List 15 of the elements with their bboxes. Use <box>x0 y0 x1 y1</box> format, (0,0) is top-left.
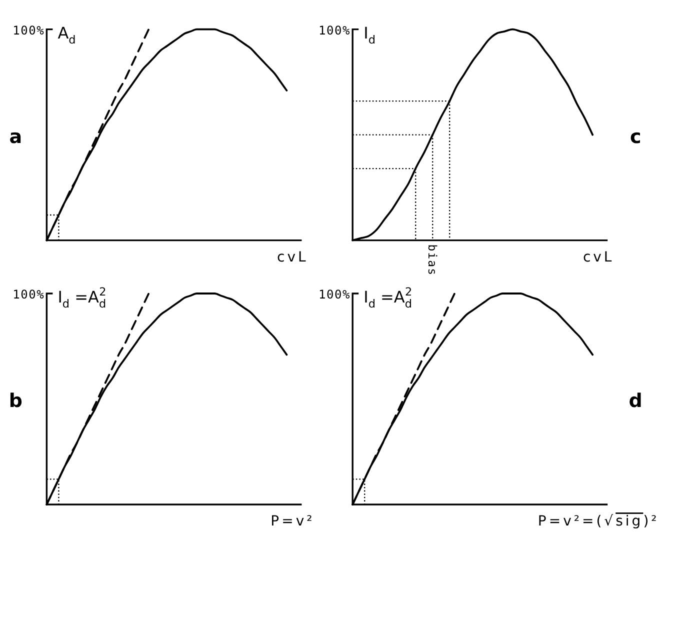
ref-line-label: bias <box>426 244 440 276</box>
text: 100% <box>12 23 45 38</box>
x-axis-title: cvL <box>277 249 308 266</box>
text: 100% <box>318 23 351 38</box>
y-axis-title: I$_{d}$ <box>364 23 376 46</box>
text: c <box>630 126 642 148</box>
text: 100% <box>12 288 45 302</box>
text: d <box>628 390 642 412</box>
x-axis-title: P=v²=(√sig)² <box>538 514 660 530</box>
text: b <box>8 390 23 412</box>
x-axis-title: cvL <box>582 249 614 266</box>
y-axis-title: A$_{d}$ <box>58 23 76 46</box>
x-axis-title: P=v² <box>270 514 315 530</box>
text: 100% <box>318 288 351 302</box>
text: a <box>9 126 22 148</box>
